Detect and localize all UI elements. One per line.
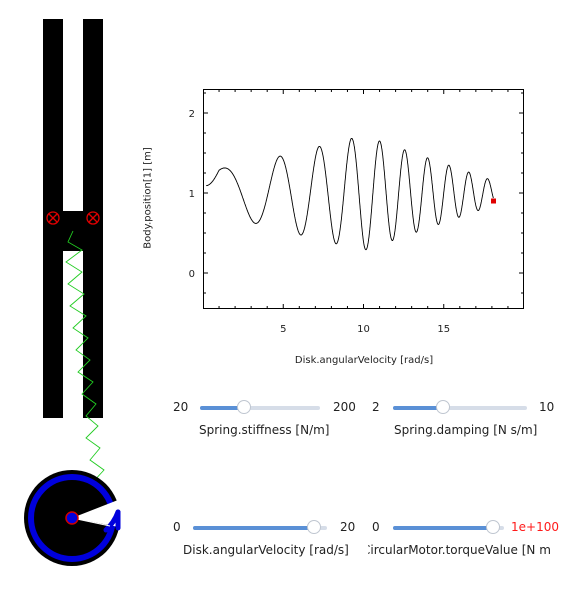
y-tick-label: 1 — [189, 189, 195, 200]
plot-frame — [203, 89, 524, 309]
simulation-view — [24, 19, 124, 566]
stiffness-track[interactable] — [200, 400, 320, 414]
damping-min: 2 — [372, 400, 380, 414]
stiffness-max: 200 — [333, 400, 356, 414]
angvel-max: 20 — [340, 520, 356, 534]
torque-min: 0 — [372, 520, 380, 534]
slider-torque: 0 1e+100 CircularMotor.torqueValue [N m — [368, 520, 578, 562]
y-tick-label: 0 — [189, 269, 195, 280]
disk — [24, 470, 124, 566]
damping-fill — [393, 406, 443, 410]
torque-label: CircularMotor.torqueValue [N m — [368, 543, 551, 557]
left-joint-icon — [46, 211, 60, 225]
plot-x-label: Disk.angularVelocity [rad/s] — [294, 355, 434, 366]
angvel-thumb[interactable] — [306, 520, 321, 534]
torque-fill — [393, 526, 493, 530]
right-joint-icon — [86, 211, 100, 225]
torque-max: 1e+100 — [511, 520, 559, 534]
angvel-label: Disk.angularVelocity [rad/s] — [183, 543, 349, 557]
stiffness-label: Spring.stiffness [N/m] — [199, 423, 330, 437]
stiffness-min: 20 — [173, 400, 189, 414]
damping-track[interactable] — [393, 400, 527, 414]
angvel-min: 0 — [173, 520, 181, 534]
plot-y-label: Body.position[1] [m] — [142, 147, 154, 249]
x-tick-label: 10 — [357, 324, 370, 335]
torque-thumb[interactable] — [485, 520, 500, 534]
damping-label: Spring.damping [N s/m] — [394, 423, 538, 437]
damping-thumb[interactable] — [435, 400, 450, 414]
series-line — [206, 137, 494, 251]
angvel-fill — [193, 526, 314, 530]
damping-max: 10 — [539, 400, 555, 414]
torque-track[interactable] — [393, 520, 504, 534]
y-tick-label: 2 — [189, 109, 195, 120]
angvel-track[interactable] — [193, 520, 327, 534]
x-tick-label: 15 — [437, 324, 450, 335]
spring — [65, 230, 105, 501]
stiffness-thumb[interactable] — [237, 400, 252, 414]
x-tick-label: 5 — [280, 324, 286, 335]
end-marker — [491, 198, 497, 204]
stiffness-fill — [200, 406, 245, 410]
